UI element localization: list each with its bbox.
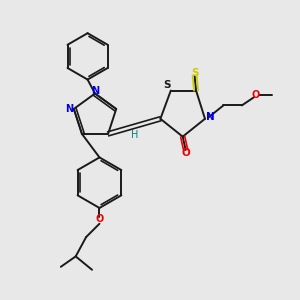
Text: S: S — [191, 68, 198, 78]
Text: O: O — [251, 90, 259, 100]
Text: S: S — [164, 80, 171, 90]
Text: O: O — [181, 148, 190, 158]
Text: O: O — [95, 214, 104, 224]
Text: N: N — [91, 86, 99, 96]
Text: N: N — [206, 112, 215, 122]
Text: N: N — [65, 104, 73, 114]
Text: H: H — [130, 130, 138, 140]
